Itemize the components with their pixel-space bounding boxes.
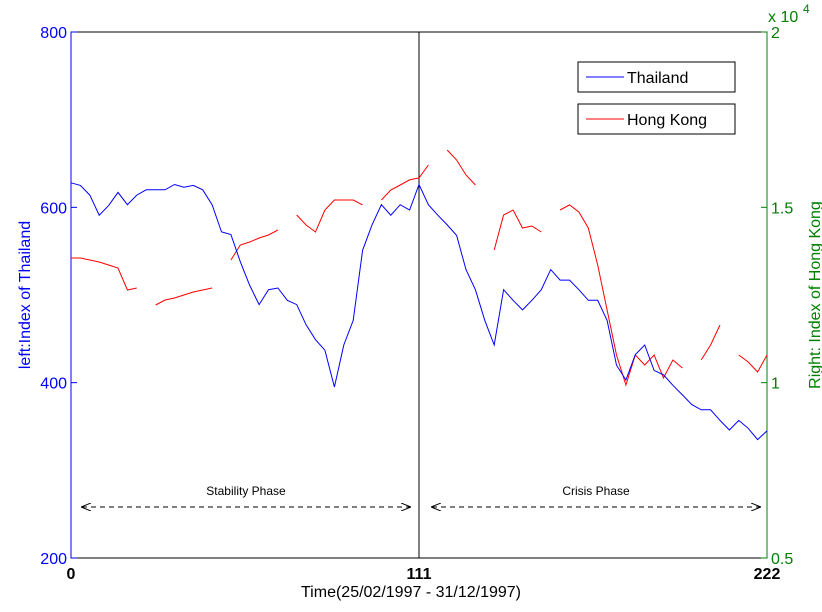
y2-tick-label: 1 xyxy=(771,376,780,393)
y2-multiplier-exponent: 4 xyxy=(803,2,810,16)
x-tick-label: 111 xyxy=(407,566,432,583)
x-tick-label: 222 xyxy=(754,566,781,583)
x-axis-label: Time(25/02/1997 - 31/12/1997) xyxy=(301,584,521,601)
y2-axis-label: Right: Index of Hong Kong xyxy=(807,201,822,389)
annotation: Crisis Phase xyxy=(562,484,630,498)
y2-multiplier: x 10 xyxy=(768,9,798,26)
series-line xyxy=(71,149,768,387)
series-line xyxy=(70,182,768,441)
y2-tick-label: 1.5 xyxy=(771,200,793,217)
y2-tick-label: 2 xyxy=(771,25,780,42)
legend-label: Hong Kong xyxy=(627,112,707,129)
y-tick-label: 600 xyxy=(40,200,67,217)
y2-tick-label: 0.5 xyxy=(771,551,793,568)
y-tick-label: 800 xyxy=(40,25,67,42)
annotation: Stability Phase xyxy=(206,484,286,498)
y-tick-label: 200 xyxy=(40,551,67,568)
y-tick-label: 400 xyxy=(40,376,67,393)
x-tick-label: 0 xyxy=(67,566,76,583)
y-axis-label: left:Index of Thailand xyxy=(17,221,34,369)
legend-label: Thailand xyxy=(627,70,688,87)
